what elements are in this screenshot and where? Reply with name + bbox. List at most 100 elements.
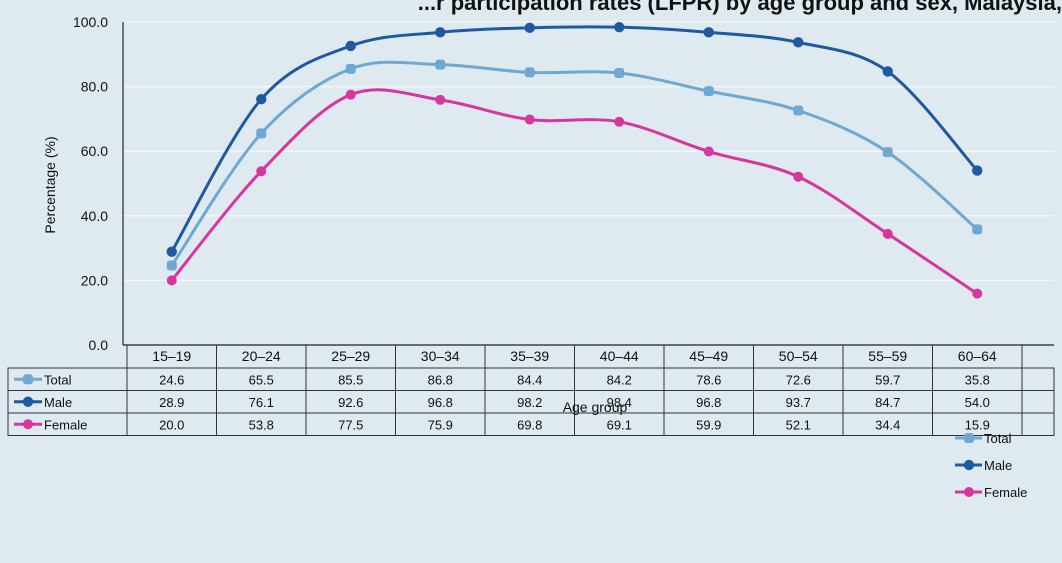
table-cell: 15.9	[965, 417, 990, 432]
table-key-marker	[23, 374, 33, 385]
table-cell: 35.8	[965, 372, 990, 387]
data-point-female	[882, 228, 893, 239]
y-tick-label: 40.0	[81, 208, 108, 224]
y-axis-title: Percentage (%)	[42, 136, 58, 233]
series-total	[166, 59, 983, 271]
series-line-total	[170, 60, 979, 267]
data-point-female	[703, 146, 714, 157]
data-table: 15–19 20–24 25–29 30–34 35–39 40–44 45–49 50–54…	[7, 345, 1055, 436]
table-cell: 72.6	[786, 372, 811, 387]
table-cell: 54.0	[965, 395, 990, 410]
table-cell: 84.2	[607, 372, 632, 387]
legend-label: Female	[984, 485, 1027, 500]
data-point-total	[524, 67, 535, 78]
table-cell: 69.8	[517, 417, 542, 432]
data-point-female	[256, 166, 267, 177]
table-cell: 52.1	[786, 417, 811, 432]
y-tick-label: 100.0	[73, 14, 108, 30]
table-cell: 77.5	[338, 417, 363, 432]
table-cell: 84.4	[517, 372, 542, 387]
data-point-total	[703, 86, 714, 97]
data-point-total	[256, 128, 267, 139]
legend: Total Male Female	[955, 431, 1027, 500]
table-cell: 20.0	[159, 417, 184, 432]
table-cell: 59.9	[696, 417, 721, 432]
table-cell: 96.8	[696, 395, 721, 410]
table-cell: 96.8	[428, 395, 453, 410]
data-point-male	[882, 66, 893, 77]
table-cell: 84.7	[875, 395, 900, 410]
x-tick-label: 55–59	[868, 348, 907, 364]
data-point-male	[614, 21, 625, 33]
data-point-male	[345, 40, 356, 52]
table-cell: 34.4	[875, 417, 900, 432]
y-axis: 0.0 20.0 40.0 60.0 80.0 100.0	[73, 14, 1054, 353]
series-line-female	[170, 88, 979, 295]
x-axis-title: Age group	[563, 399, 628, 415]
table-cell: 28.9	[159, 395, 184, 410]
table-cell: 69.1	[607, 417, 632, 432]
legend-marker	[964, 487, 974, 497]
data-point-total	[793, 105, 804, 116]
table-cell: 76.1	[249, 395, 274, 410]
table-row-label: Female	[44, 417, 87, 432]
legend-marker	[964, 433, 974, 443]
x-tick-label: 20–24	[242, 348, 281, 364]
table-key-marker	[23, 419, 33, 430]
x-tick-label: 60–64	[958, 348, 997, 364]
data-point-female	[166, 275, 177, 286]
data-point-total	[882, 147, 893, 158]
data-point-female	[435, 94, 446, 105]
x-tick-label: 35–39	[510, 348, 549, 364]
table-row-female: Female 20.0 53.8 77.5 75.9 69.8 69.1 59.9 52.1 34…	[14, 417, 990, 432]
series-lines	[166, 21, 983, 299]
data-point-total	[435, 59, 446, 70]
data-point-male	[793, 37, 804, 48]
series-line-male	[170, 25, 979, 253]
table-cell: 24.6	[159, 372, 184, 387]
data-point-total	[614, 68, 625, 79]
table-key-marker	[22, 396, 34, 407]
table-cell: 86.8	[428, 372, 453, 387]
table-cell: 85.5	[338, 372, 363, 387]
data-point-total	[972, 224, 983, 235]
table-cell: 93.7	[786, 395, 811, 410]
data-point-total	[166, 260, 177, 271]
legend-item-total: Total	[955, 431, 1012, 446]
y-tick-label: 80.0	[81, 79, 108, 95]
table-row-total: Total 24.6 65.5 85.5 86.8 84.4 84.2 78.6 72.6 59.…	[14, 372, 990, 387]
table-cell: 98.4	[607, 395, 632, 410]
data-point-female	[793, 171, 804, 182]
table-cell: 98.2	[517, 395, 542, 410]
x-tick-label: 30–34	[421, 348, 460, 364]
table-cell: 53.8	[249, 417, 274, 432]
data-point-male	[524, 22, 535, 34]
x-tick-label: 40–44	[600, 348, 639, 364]
series-male	[166, 21, 983, 257]
gridlines	[123, 21, 1054, 282]
y-tick-label: 20.0	[81, 272, 108, 288]
legend-item-female: Female	[955, 485, 1027, 500]
data-point-male	[256, 93, 267, 105]
legend-marker	[963, 459, 975, 471]
y-tick-label: 60.0	[81, 143, 108, 159]
table-cell: 75.9	[428, 417, 453, 432]
data-point-male	[703, 27, 714, 38]
data-point-female	[972, 288, 983, 299]
table-row-label: Total	[44, 372, 72, 387]
table-cell: 65.5	[249, 372, 274, 387]
table-border	[7, 367, 1055, 436]
legend-label: Total	[984, 431, 1012, 446]
y-tick-label: 0.0	[89, 337, 109, 353]
legend-label: Male	[984, 458, 1012, 473]
data-point-male	[972, 165, 983, 176]
series-female	[166, 88, 983, 299]
x-tick-label: 25–29	[331, 348, 370, 364]
data-point-total	[345, 63, 356, 74]
x-tick-label: 15–19	[152, 348, 191, 364]
table-cell: 92.6	[338, 395, 363, 410]
legend-item-male: Male	[955, 458, 1012, 473]
table-cell: 59.7	[875, 372, 900, 387]
data-point-male	[435, 27, 446, 38]
